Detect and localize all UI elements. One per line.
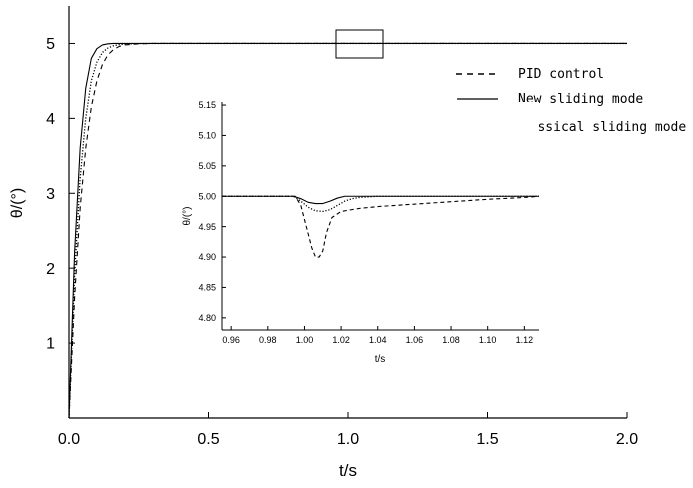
main-y-tick-label: 1 xyxy=(46,336,55,353)
inset-series xyxy=(222,195,540,258)
legend-item-pid: PID control xyxy=(456,67,604,82)
main-x-tick-label: 2.0 xyxy=(616,431,638,448)
main-x-axis-label: t/s xyxy=(339,461,357,480)
inset-series-classical-sliding-mode xyxy=(222,195,539,213)
main-series-classical-sliding-mode xyxy=(68,42,627,419)
legend-label-pid: PID control xyxy=(518,67,604,82)
inset-y-tick-label: 4.85 xyxy=(198,283,216,293)
inset-x-tick-label: 0.98 xyxy=(259,335,277,345)
legend: PID control New sliding mode Classical s… xyxy=(456,67,686,135)
main-y-tick-label: 3 xyxy=(46,186,55,203)
main-series-new-sliding-mode xyxy=(68,42,627,419)
inset-ticks: 0.96 0.98 1.00 1.02 1.04 1.06 1.08 1.10 1.12 4.80… xyxy=(198,100,533,345)
inset-x-tick-label: 1.12 xyxy=(516,335,534,345)
main-x-tick-label: 1.0 xyxy=(337,431,359,448)
legend-label-classical-sliding: Classical sliding mode xyxy=(514,120,686,135)
inset-x-tick-label: 1.08 xyxy=(442,335,460,345)
legend-item-classical-sliding: Classical sliding mode xyxy=(456,120,686,135)
main-x-tick-label: 0.0 xyxy=(58,431,80,448)
zoom-region-box xyxy=(335,29,384,59)
inset-chart: 0.96 0.98 1.00 1.02 1.04 1.06 1.08 1.10 1.12 4.80… xyxy=(182,100,540,365)
inset-y-tick-label: 4.90 xyxy=(198,252,216,262)
inset-x-tick-label: 0.96 xyxy=(222,335,240,345)
inset-x-tick-label: 1.10 xyxy=(479,335,497,345)
main-series-pid-control xyxy=(68,42,627,419)
inset-x-tick-label: 1.00 xyxy=(296,335,314,345)
inset-y-axis-label: θ/(°) xyxy=(182,207,193,226)
inset-x-tick-label: 1.02 xyxy=(332,335,350,345)
inset-background xyxy=(222,102,539,330)
main-x-tick-label: 1.5 xyxy=(476,431,498,448)
inset-y-tick-label: 5.00 xyxy=(198,191,216,201)
inset-series-new-sliding-mode xyxy=(222,195,539,205)
inset-series-pid-control xyxy=(222,195,540,258)
main-y-tick-label: 5 xyxy=(46,36,55,53)
inset-y-tick-label: 5.10 xyxy=(198,131,216,141)
main-y-tick-label: 2 xyxy=(46,261,55,278)
main-y-tick-label: 4 xyxy=(46,111,55,128)
legend-item-new-sliding: New sliding mode xyxy=(457,92,643,107)
main-y-axis-label: θ/(°) xyxy=(9,188,26,218)
inset-x-tick-label: 1.06 xyxy=(406,335,424,345)
inset-y-tick-label: 4.95 xyxy=(198,222,216,232)
inset-x-tick-label: 1.04 xyxy=(369,335,387,345)
legend-label-new-sliding: New sliding mode xyxy=(518,92,643,107)
main-ticks: 0.0 0.5 1.0 1.5 2.0 1 2 3 4 5 xyxy=(46,36,638,448)
inset-y-tick-label: 4.80 xyxy=(198,313,216,323)
inset-y-tick-label: 5.15 xyxy=(198,100,216,110)
inset-y-tick-label: 5.05 xyxy=(198,161,216,171)
main-series xyxy=(68,42,627,419)
main-x-tick-label: 0.5 xyxy=(197,431,219,448)
inset-x-axis-label: t/s xyxy=(375,354,386,365)
